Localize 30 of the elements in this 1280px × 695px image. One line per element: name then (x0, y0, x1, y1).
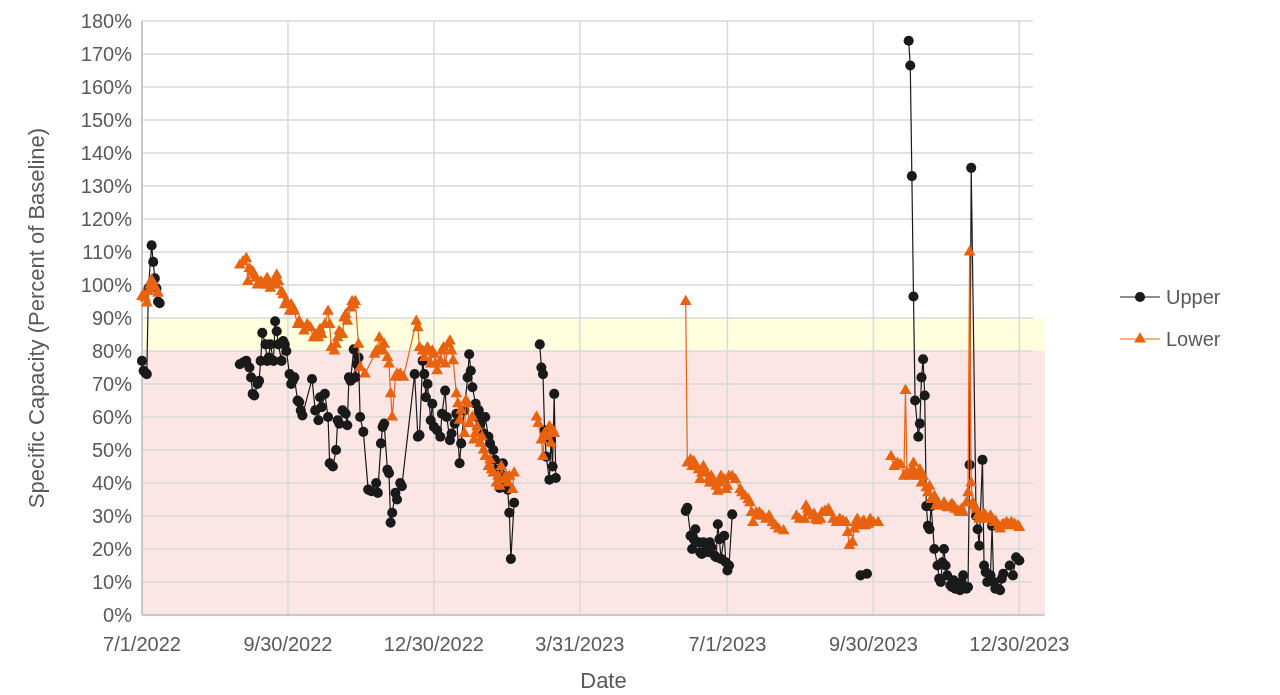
y-tick-label: 100% (80, 274, 133, 296)
y-tick-label: 170% (80, 43, 133, 65)
x-tick-label: 7/1/2023 (688, 633, 767, 655)
x-tick-label: 7/1/2022 (103, 633, 181, 655)
y-tick-label: 110% (82, 241, 133, 263)
x-tick-label: 9/30/2023 (828, 633, 918, 655)
y-tick-label: 90% (91, 307, 133, 329)
y-tick-label: 40% (91, 472, 133, 494)
y-tick-label: 150% (80, 109, 133, 131)
y-tick-label: 30% (91, 505, 133, 527)
y-tick-label: 80% (91, 340, 133, 362)
y-axis-title: Specific Capacity (Percent of Baseline) (24, 127, 49, 509)
legend-label: Lower (1166, 328, 1221, 350)
x-tick-label: 12/30/2022 (383, 633, 484, 655)
x-tick-label: 12/30/2023 (969, 633, 1070, 655)
y-tick-label: 140% (80, 142, 133, 164)
x-tick-label: 9/30/2022 (243, 633, 333, 655)
y-tick-label: 10% (91, 571, 133, 593)
y-tick-label: 0% (103, 604, 133, 626)
y-tick-label: 70% (91, 373, 133, 395)
legend-label: Upper (1166, 286, 1221, 308)
y-tick-label: 60% (91, 406, 133, 428)
y-tick-label: 130% (80, 175, 133, 197)
y-tick-label: 180% (80, 10, 133, 32)
x-tick-label: 3/31/2023 (535, 633, 625, 655)
y-tick-label: 50% (91, 439, 133, 461)
y-tick-label: 120% (80, 208, 133, 230)
x-axis-title: Date (580, 668, 627, 693)
y-tick-label: 20% (91, 538, 133, 560)
y-tick-label: 160% (80, 76, 133, 98)
